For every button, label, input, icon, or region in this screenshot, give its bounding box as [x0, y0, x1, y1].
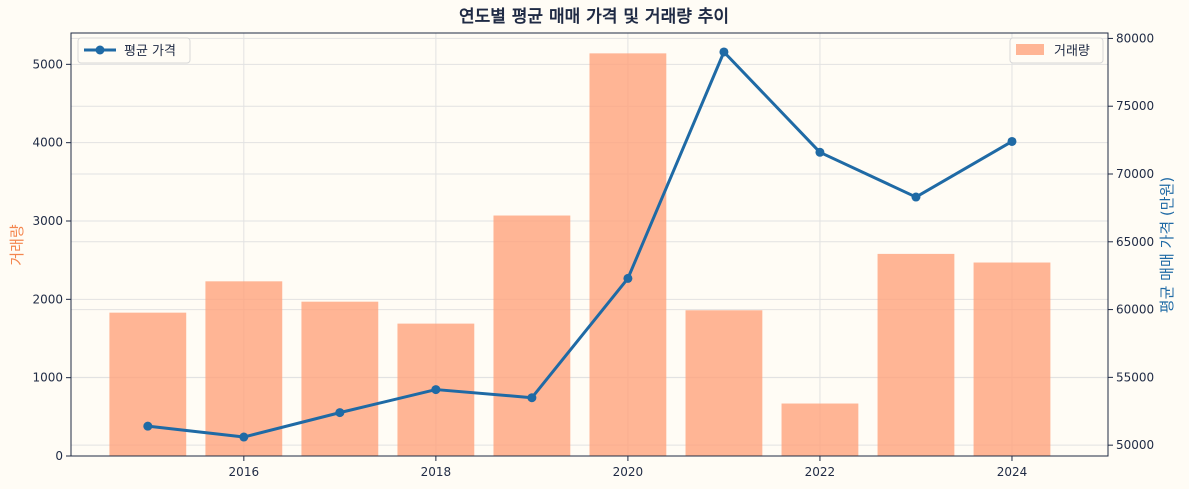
- legend-line: 평균 가격: [77, 37, 191, 64]
- price-point-2022: [815, 147, 825, 157]
- bar-2023: [877, 253, 955, 456]
- bar-2017: [301, 301, 379, 456]
- left-tick-label: 4000: [32, 136, 63, 150]
- price-point-2021: [719, 47, 729, 57]
- right-tick-label: 50000: [1116, 438, 1154, 452]
- left-axis-ticks: 0 1000 2000 3000 4000 5000: [32, 57, 71, 463]
- x-axis-ticks: 2016 2018 2020 2022 2024: [229, 456, 1028, 479]
- bar-2022: [781, 403, 859, 456]
- legend-line-marker: [95, 45, 105, 55]
- bar-2019: [493, 215, 571, 456]
- price-point-2018: [431, 385, 441, 395]
- x-tick-label: 2022: [805, 465, 836, 479]
- plot-frame: [70, 32, 1109, 457]
- price-line: [147, 50, 1013, 439]
- price-point-2017: [335, 408, 345, 418]
- right-tick-label: 65000: [1116, 235, 1154, 249]
- x-tick-label: 2018: [421, 465, 452, 479]
- legend-bar: 거래량: [1009, 37, 1104, 64]
- legend-line-label: 평균 가격: [124, 44, 176, 59]
- bars: [109, 53, 1051, 456]
- price-point-2023: [911, 192, 921, 202]
- price-point-2016: [239, 432, 249, 442]
- x-tick-label: 2016: [229, 465, 260, 479]
- right-axis-ticks: 50000 55000 60000 65000 70000 75000 80000: [1108, 31, 1154, 452]
- price-line-layer: [143, 47, 1017, 442]
- bar-2015: [109, 312, 187, 456]
- left-tick-label: 3000: [32, 214, 63, 228]
- left-tick-label: 1000: [32, 371, 63, 385]
- legend-bar-swatch: [1016, 44, 1044, 55]
- left-tick-label: 0: [55, 449, 63, 463]
- x-tick-label: 2024: [997, 465, 1028, 479]
- price-point-2019: [527, 393, 537, 403]
- right-tick-label: 80000: [1116, 31, 1154, 45]
- left-tick-label: 2000: [32, 292, 63, 306]
- left-axis-label: 거래량: [8, 224, 26, 266]
- price-point-2024: [1007, 136, 1017, 146]
- price-point-2020: [623, 273, 633, 283]
- right-tick-label: 75000: [1116, 99, 1154, 113]
- bar-2016: [205, 281, 283, 456]
- right-axis-label: 평균 매매 가격 (만원): [1158, 177, 1176, 313]
- price-point-2015: [143, 421, 153, 431]
- bar-2021: [685, 310, 763, 456]
- bar-2024: [973, 262, 1051, 456]
- bar-2020: [589, 53, 667, 456]
- legend-bar-label: 거래량: [1054, 44, 1090, 59]
- left-tick-label: 5000: [32, 57, 63, 71]
- right-tick-label: 60000: [1116, 303, 1154, 317]
- chart-title: 연도별 평균 매매 가격 및 거래량 추이: [459, 7, 729, 27]
- legend-line-box: [77, 37, 191, 64]
- right-tick-label: 70000: [1116, 167, 1154, 181]
- x-tick-label: 2020: [613, 465, 644, 479]
- right-tick-label: 55000: [1116, 370, 1154, 384]
